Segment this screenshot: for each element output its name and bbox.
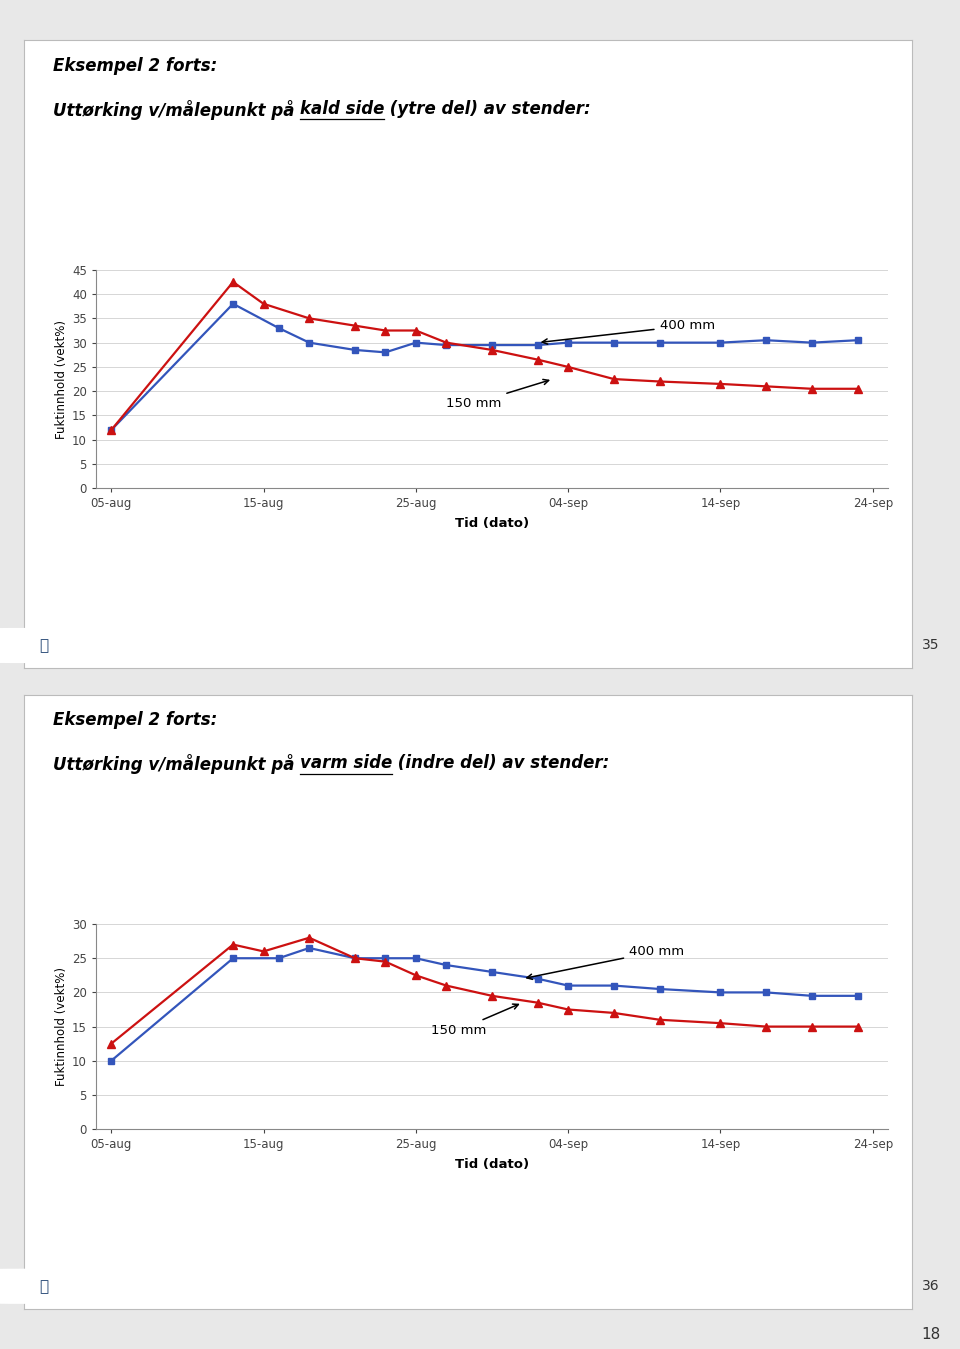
Text: Uttørking v/målepunkt på: Uttørking v/målepunkt på <box>53 754 300 774</box>
Text: SINTEF Byggforsk: SINTEF Byggforsk <box>419 641 517 650</box>
Text: 36: 36 <box>922 1279 939 1294</box>
Circle shape <box>0 629 381 662</box>
Text: Ⓢ: Ⓢ <box>39 1279 48 1294</box>
Y-axis label: Fuktinnhold (vekt%): Fuktinnhold (vekt%) <box>55 967 68 1086</box>
Text: 400 mm: 400 mm <box>542 320 714 344</box>
Circle shape <box>0 1269 381 1303</box>
Text: 35: 35 <box>922 638 939 653</box>
Text: SINTEF Byggforsk: SINTEF Byggforsk <box>419 1282 517 1291</box>
Text: (ytre del) av stender:: (ytre del) av stender: <box>384 100 591 117</box>
Text: SINTEF: SINTEF <box>73 638 129 653</box>
X-axis label: Tid (dato): Tid (dato) <box>455 1157 529 1171</box>
Text: 18: 18 <box>922 1327 941 1342</box>
Text: SINTEF: SINTEF <box>73 1279 129 1294</box>
Text: 400 mm: 400 mm <box>527 944 684 979</box>
Text: Eksempel 2 forts:: Eksempel 2 forts: <box>53 711 217 728</box>
Text: (indre del) av stender:: (indre del) av stender: <box>393 754 610 772</box>
Text: Ⓢ: Ⓢ <box>39 638 48 653</box>
Text: 150 mm: 150 mm <box>431 1004 518 1036</box>
Y-axis label: Fuktinnhold (vekt%): Fuktinnhold (vekt%) <box>55 320 68 438</box>
X-axis label: Tid (dato): Tid (dato) <box>455 517 529 530</box>
Text: Uttørking v/målepunkt på: Uttørking v/målepunkt på <box>53 100 300 120</box>
Text: varm side: varm side <box>300 754 393 772</box>
Text: Eksempel 2 forts:: Eksempel 2 forts: <box>53 57 217 74</box>
Text: kald side: kald side <box>300 100 384 117</box>
Text: 150 mm: 150 mm <box>446 379 548 410</box>
